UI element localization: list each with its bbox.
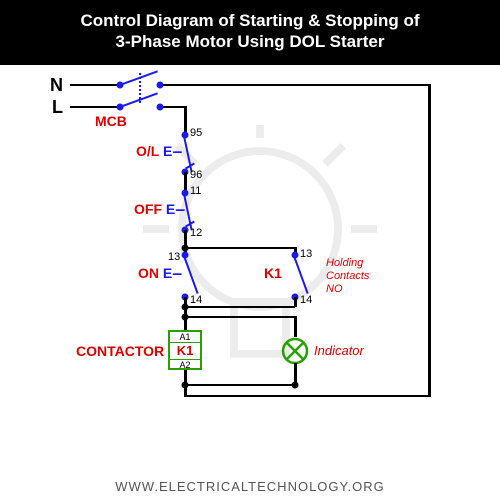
label-contactor: CONTACTOR <box>76 343 164 359</box>
coil-k1: K1 <box>170 343 200 359</box>
term-13b: 13 <box>300 248 312 260</box>
wire-n-right <box>160 84 430 87</box>
label-ol: O/L E--- <box>136 143 180 159</box>
term-96: 96 <box>190 169 202 181</box>
contactor-coil: A1 K1 A2 <box>168 330 202 370</box>
term-a2: A2 <box>170 359 200 370</box>
label-n: N <box>50 75 63 96</box>
mcb-n-out <box>157 81 164 88</box>
term-14a: 14 <box>190 294 202 306</box>
label-indicator: Indicator <box>314 343 364 358</box>
label-k1-contact: K1 <box>264 265 282 281</box>
wire-branch-bot <box>185 306 295 309</box>
label-mcb: MCB <box>95 113 127 129</box>
wire-l-left <box>70 106 120 109</box>
title-line-1: Control Diagram of Starting & Stopping o… <box>80 11 419 30</box>
wire-main-7 <box>184 385 187 397</box>
footer-url: WWW.ELECTRICALTECHNOLOGY.ORG <box>0 479 500 494</box>
wire-l-right <box>160 106 187 109</box>
wire-ind-top <box>185 316 295 319</box>
term-12: 12 <box>190 227 202 239</box>
wire-n-drop <box>428 84 431 397</box>
term-11: 11 <box>190 185 201 197</box>
mcb-gang-link <box>139 73 141 103</box>
term-13a: 13 <box>168 251 180 263</box>
term-a1: A1 <box>170 332 200 343</box>
wire-ind-join <box>185 384 295 387</box>
indicator-lamp-icon <box>281 337 309 365</box>
label-off: OFF E--- <box>134 201 183 217</box>
label-holding: HoldingContactsNO <box>326 257 369 297</box>
mcb-l-out <box>157 103 164 110</box>
term-14b: 14 <box>300 294 312 306</box>
wire-branch-top <box>185 247 295 250</box>
wire-ind-drop <box>294 316 297 337</box>
term-95: 95 <box>190 127 202 139</box>
title-banner: Control Diagram of Starting & Stopping o… <box>0 0 500 65</box>
wire-bottom-bus <box>185 395 430 398</box>
title-line-2: 3-Phase Motor Using DOL Starter <box>116 32 385 51</box>
label-on: ON E--- <box>138 265 180 281</box>
label-l: L <box>52 97 63 118</box>
diagram-canvas: N L MCB 95 96 O/L E--- 11 12 OFF E--- 13… <box>0 65 500 465</box>
wire-n-left <box>70 84 120 87</box>
